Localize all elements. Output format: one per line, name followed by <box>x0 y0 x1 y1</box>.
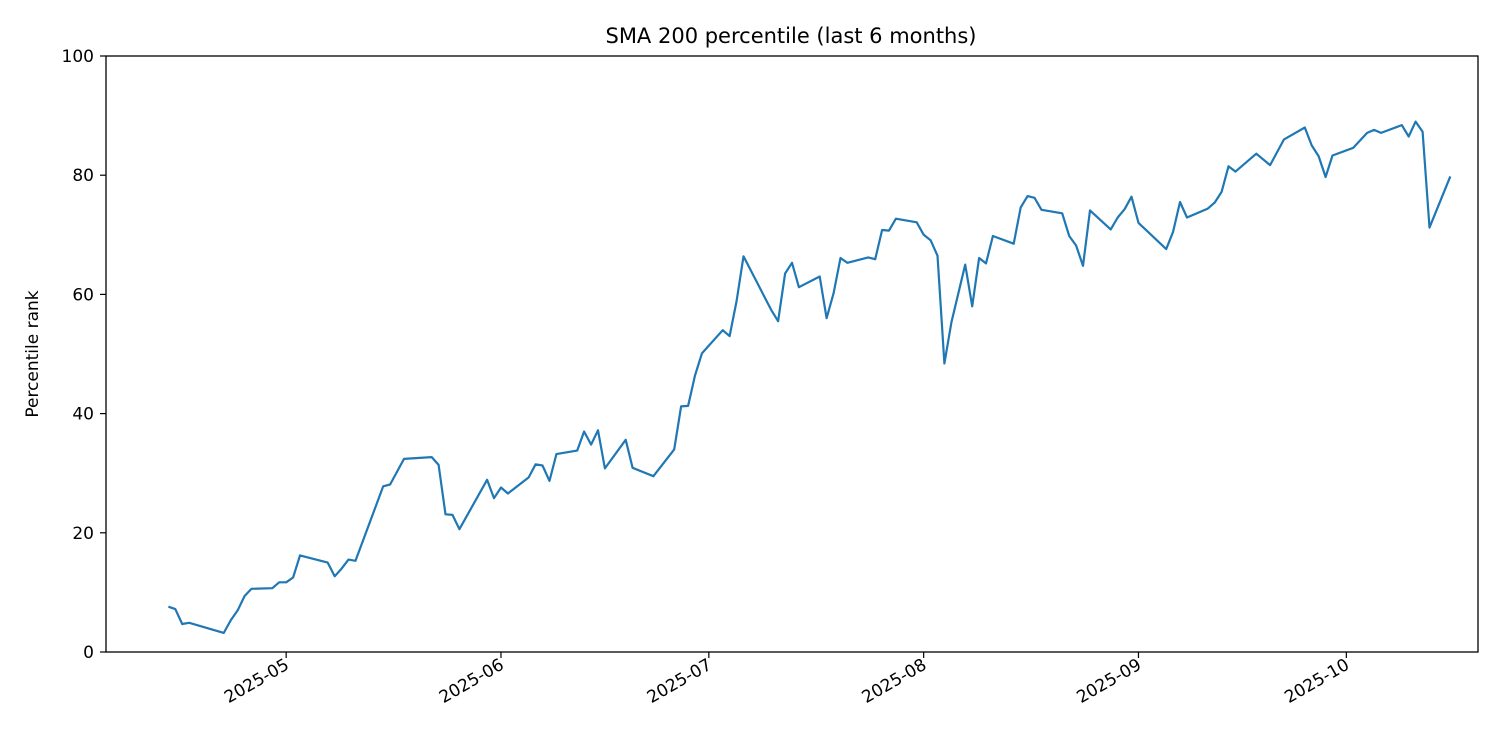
y-tick-label: 80 <box>72 166 94 186</box>
plot-area <box>168 120 1452 634</box>
y-axis-label: Percentile rank <box>23 290 43 417</box>
y-tick-label: 20 <box>72 524 94 544</box>
y-tick-label: 40 <box>72 405 94 425</box>
series-line <box>168 120 1452 634</box>
chart-title: SMA 200 percentile (last 6 months) <box>605 24 976 48</box>
y-tick-label: 60 <box>72 285 94 305</box>
y-tick-label: 100 <box>62 47 94 67</box>
y-tick-label: 0 <box>83 643 94 663</box>
plot-frame <box>105 55 1479 653</box>
